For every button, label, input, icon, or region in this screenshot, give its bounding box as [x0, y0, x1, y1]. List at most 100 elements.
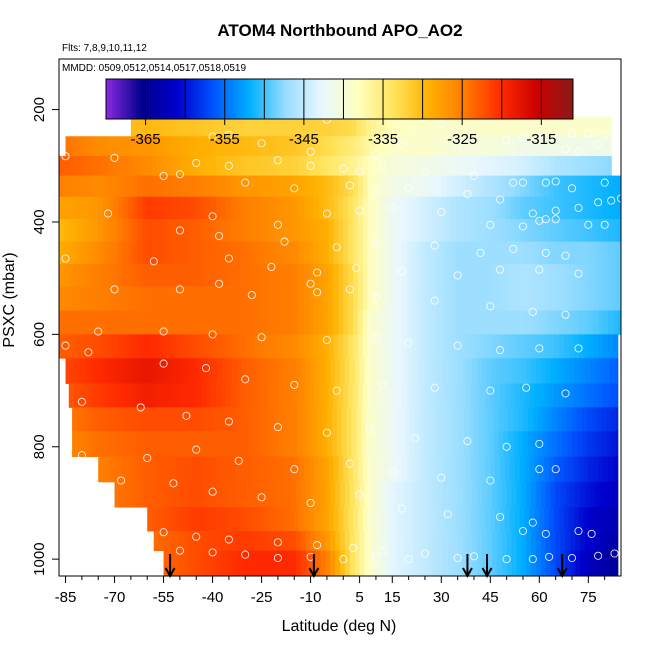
heatmap-cell	[451, 286, 457, 311]
observation-point	[541, 178, 550, 187]
heatmap-cell	[220, 241, 227, 265]
arrow-head	[481, 567, 493, 579]
colorbar-swatch	[477, 79, 481, 119]
heatmap-cell	[521, 136, 527, 157]
heatmap-cell	[377, 334, 384, 359]
heatmap-cell	[369, 136, 375, 157]
heatmap-cell	[505, 241, 511, 265]
heatmap-cell	[384, 358, 390, 384]
heatmap-cell	[206, 175, 212, 198]
heatmap-cell	[387, 241, 393, 265]
colorbar-swatch	[126, 79, 131, 119]
heatmap-cell	[516, 550, 522, 576]
heatmap-cell	[222, 531, 228, 552]
heatmap-cell	[271, 550, 277, 576]
heatmap-cell	[353, 507, 359, 532]
heatmap-cell	[441, 456, 447, 483]
heatmap-cell	[457, 550, 464, 576]
heatmap-cell	[173, 358, 179, 384]
heatmap-cell	[611, 407, 617, 432]
heatmap-cell	[565, 481, 571, 508]
heatmap-cell	[349, 481, 356, 508]
heatmap-cell	[225, 241, 232, 265]
heatmap-cell	[598, 334, 604, 359]
heatmap-cell	[531, 481, 537, 508]
x-tick-label: 15	[384, 589, 401, 606]
heatmap-cell	[181, 456, 188, 483]
heatmap-cell	[534, 241, 540, 265]
heatmap-cell	[446, 155, 452, 177]
heatmap-cell	[441, 286, 447, 311]
observation-point	[378, 161, 387, 170]
heatmap-cell	[344, 531, 351, 552]
heatmap-cell	[509, 456, 516, 483]
heatmap-cell	[429, 116, 436, 137]
colorbar-swatch	[189, 79, 194, 119]
heatmap-cell	[235, 507, 241, 532]
heatmap-cell	[534, 310, 540, 335]
heatmap-cell	[212, 481, 219, 508]
heatmap-cell	[451, 219, 457, 243]
heatmap-cell	[366, 407, 372, 432]
heatmap-cell	[268, 431, 274, 457]
heatmap-cell	[459, 431, 465, 457]
heatmap-cell	[482, 531, 488, 552]
heatmap-cell	[313, 196, 320, 220]
heatmap-cell	[509, 286, 516, 311]
heatmap-cell	[603, 334, 609, 359]
heatmap-cell	[305, 136, 312, 157]
colorbar-swatch	[414, 79, 418, 119]
heatmap-cell	[152, 286, 158, 311]
heatmap-cell	[112, 383, 119, 408]
heatmap-cell	[308, 456, 315, 483]
heatmap-cell	[326, 407, 333, 432]
heatmap-cell	[210, 334, 217, 359]
observation-point	[378, 546, 387, 555]
observation-point	[594, 198, 603, 207]
heatmap-cell	[549, 334, 555, 359]
colorbar-swatch	[261, 79, 266, 119]
observation-point	[257, 139, 266, 148]
heatmap-cell	[596, 431, 602, 457]
heatmap-cell	[103, 155, 109, 177]
heatmap-cell	[224, 116, 230, 137]
heatmap-cell	[554, 383, 560, 408]
observation-point	[437, 207, 446, 216]
heatmap-cell	[181, 241, 188, 265]
heatmap-cell	[366, 431, 372, 457]
heatmap-cell	[83, 155, 90, 177]
heatmap-cell	[539, 310, 545, 335]
heatmap-cell	[357, 334, 364, 359]
heatmap-cell	[255, 383, 261, 408]
observation-point	[502, 136, 511, 145]
heatmap-cell	[142, 196, 148, 220]
heatmap-cell	[362, 155, 369, 177]
heatmap-cell	[364, 358, 371, 384]
heatmap-cell	[348, 383, 354, 408]
heatmap-cell	[496, 358, 503, 384]
observation-point	[273, 220, 282, 229]
colorbar-tick-label: -325	[447, 131, 477, 148]
observation-point	[420, 549, 430, 558]
observation-point	[192, 158, 201, 168]
heatmap-cell	[333, 383, 339, 408]
heatmap-cell	[313, 155, 320, 177]
heatmap-cell	[103, 241, 109, 265]
heatmap-cell	[534, 334, 540, 359]
heatmap-cell	[406, 383, 413, 408]
heatmap-cell	[318, 383, 325, 408]
observation-point	[518, 178, 528, 187]
heatmap-cell	[542, 431, 549, 457]
colorbar-swatch	[135, 79, 140, 119]
heatmap-cell	[251, 136, 258, 157]
observation-point	[355, 206, 364, 215]
heatmap-cell	[271, 358, 277, 384]
heatmap-cell	[506, 136, 513, 157]
heatmap-cell	[607, 264, 614, 287]
heatmap-cell	[240, 196, 246, 220]
heatmap-cell	[338, 383, 344, 408]
colorbar-swatch	[465, 79, 469, 119]
heatmap-cell	[441, 241, 447, 265]
colorbar-swatch	[543, 79, 547, 119]
heatmap-cell	[573, 286, 580, 311]
